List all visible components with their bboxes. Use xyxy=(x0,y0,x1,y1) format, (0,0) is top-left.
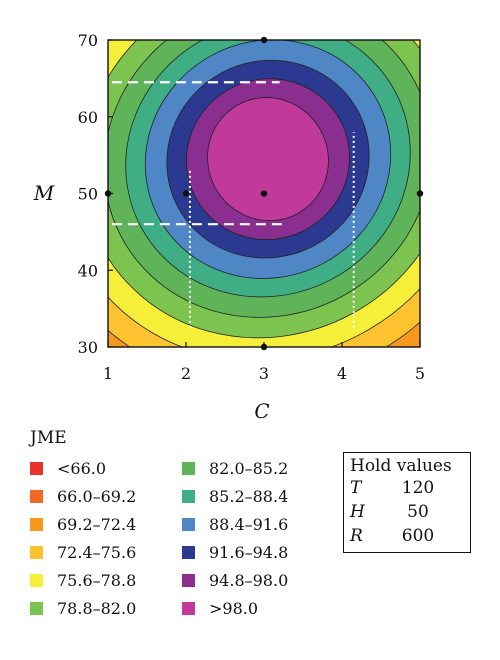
legend-entry: 72.4–75.6 xyxy=(30,541,136,563)
x-tick-label: 1 xyxy=(103,364,113,383)
legend-entry: >98.0 xyxy=(182,597,258,619)
legend-entry: 94.8–98.0 xyxy=(182,569,288,591)
legend-label: 82.0–85.2 xyxy=(209,458,289,478)
hold-value: 120 xyxy=(401,478,435,498)
legend-label: 69.2–72.4 xyxy=(57,514,137,534)
hold-var: T xyxy=(350,478,362,498)
hold-row-t: T 120 xyxy=(350,476,464,500)
legend-swatch xyxy=(30,545,43,559)
legend-label: 72.4–75.6 xyxy=(57,542,137,562)
y-axis-label: M xyxy=(33,181,55,205)
legend-label: 78.8–82.0 xyxy=(57,598,137,618)
design-point xyxy=(260,36,268,44)
legend-swatch xyxy=(182,517,195,531)
hold-value: 600 xyxy=(401,526,435,546)
legend-swatch xyxy=(182,573,195,587)
legend-swatch xyxy=(30,601,43,615)
legend-label: <66.0 xyxy=(57,458,107,478)
legend-entry: 78.8–82.0 xyxy=(30,597,136,619)
contour-plot: 1 2 3 4 5 30 40 50 60 70 C M xyxy=(33,31,425,423)
y-tick-label: 60 xyxy=(78,108,98,127)
design-point xyxy=(416,190,424,197)
x-tick-label: 4 xyxy=(337,364,347,383)
design-point xyxy=(260,190,268,197)
y-tick-label: 70 xyxy=(78,31,98,50)
legend-label: 85.2–88.4 xyxy=(209,486,289,506)
hold-row-r: R 600 xyxy=(350,524,464,548)
hold-var: R xyxy=(350,526,363,546)
hold-values-box: Hold values T 120 H 50 R 600 xyxy=(343,452,471,553)
legend-swatch xyxy=(30,461,43,475)
legend-label: 91.6–94.8 xyxy=(209,542,289,562)
legend-entry: 66.0–69.2 xyxy=(30,485,136,507)
y-tick-label: 40 xyxy=(78,261,98,280)
legend-title: JME xyxy=(30,428,67,448)
legend-entry: 82.0–85.2 xyxy=(182,457,288,479)
legend-swatch xyxy=(182,545,195,559)
legend-label: 94.8–98.0 xyxy=(209,570,289,590)
x-tick-label: 3 xyxy=(259,364,269,383)
legend-entry: 91.6–94.8 xyxy=(182,541,288,563)
y-tick-label: 50 xyxy=(78,185,98,204)
x-axis-label: C xyxy=(254,399,269,423)
hold-row-h: H 50 xyxy=(350,500,464,524)
legend-swatch xyxy=(182,461,195,475)
legend-label: >98.0 xyxy=(209,598,259,618)
contour-band xyxy=(207,97,329,222)
legend-entry: 69.2–72.4 xyxy=(30,513,136,535)
x-tick-label: 2 xyxy=(181,364,191,383)
hold-var: H xyxy=(350,502,365,522)
y-tick-label: 30 xyxy=(78,338,98,357)
legend-label: 88.4–91.6 xyxy=(209,514,289,534)
legend-swatch xyxy=(182,601,195,615)
legend-entry: 88.4–91.6 xyxy=(182,513,288,535)
hold-value: 50 xyxy=(407,502,429,522)
legend-swatch xyxy=(30,489,43,503)
legend-swatch xyxy=(30,517,43,531)
design-point xyxy=(182,190,190,197)
legend-label: 75.6–78.8 xyxy=(57,570,137,590)
legend-label: 66.0–69.2 xyxy=(57,486,137,506)
x-tick-label: 5 xyxy=(415,364,425,383)
legend-entry: 85.2–88.4 xyxy=(182,485,288,507)
legend-entry: 75.6–78.8 xyxy=(30,569,136,591)
legend-swatch xyxy=(30,573,43,587)
legend-entry: <66.0 xyxy=(30,457,106,479)
legend-swatch xyxy=(182,489,195,503)
hold-values-title: Hold values xyxy=(350,456,452,476)
